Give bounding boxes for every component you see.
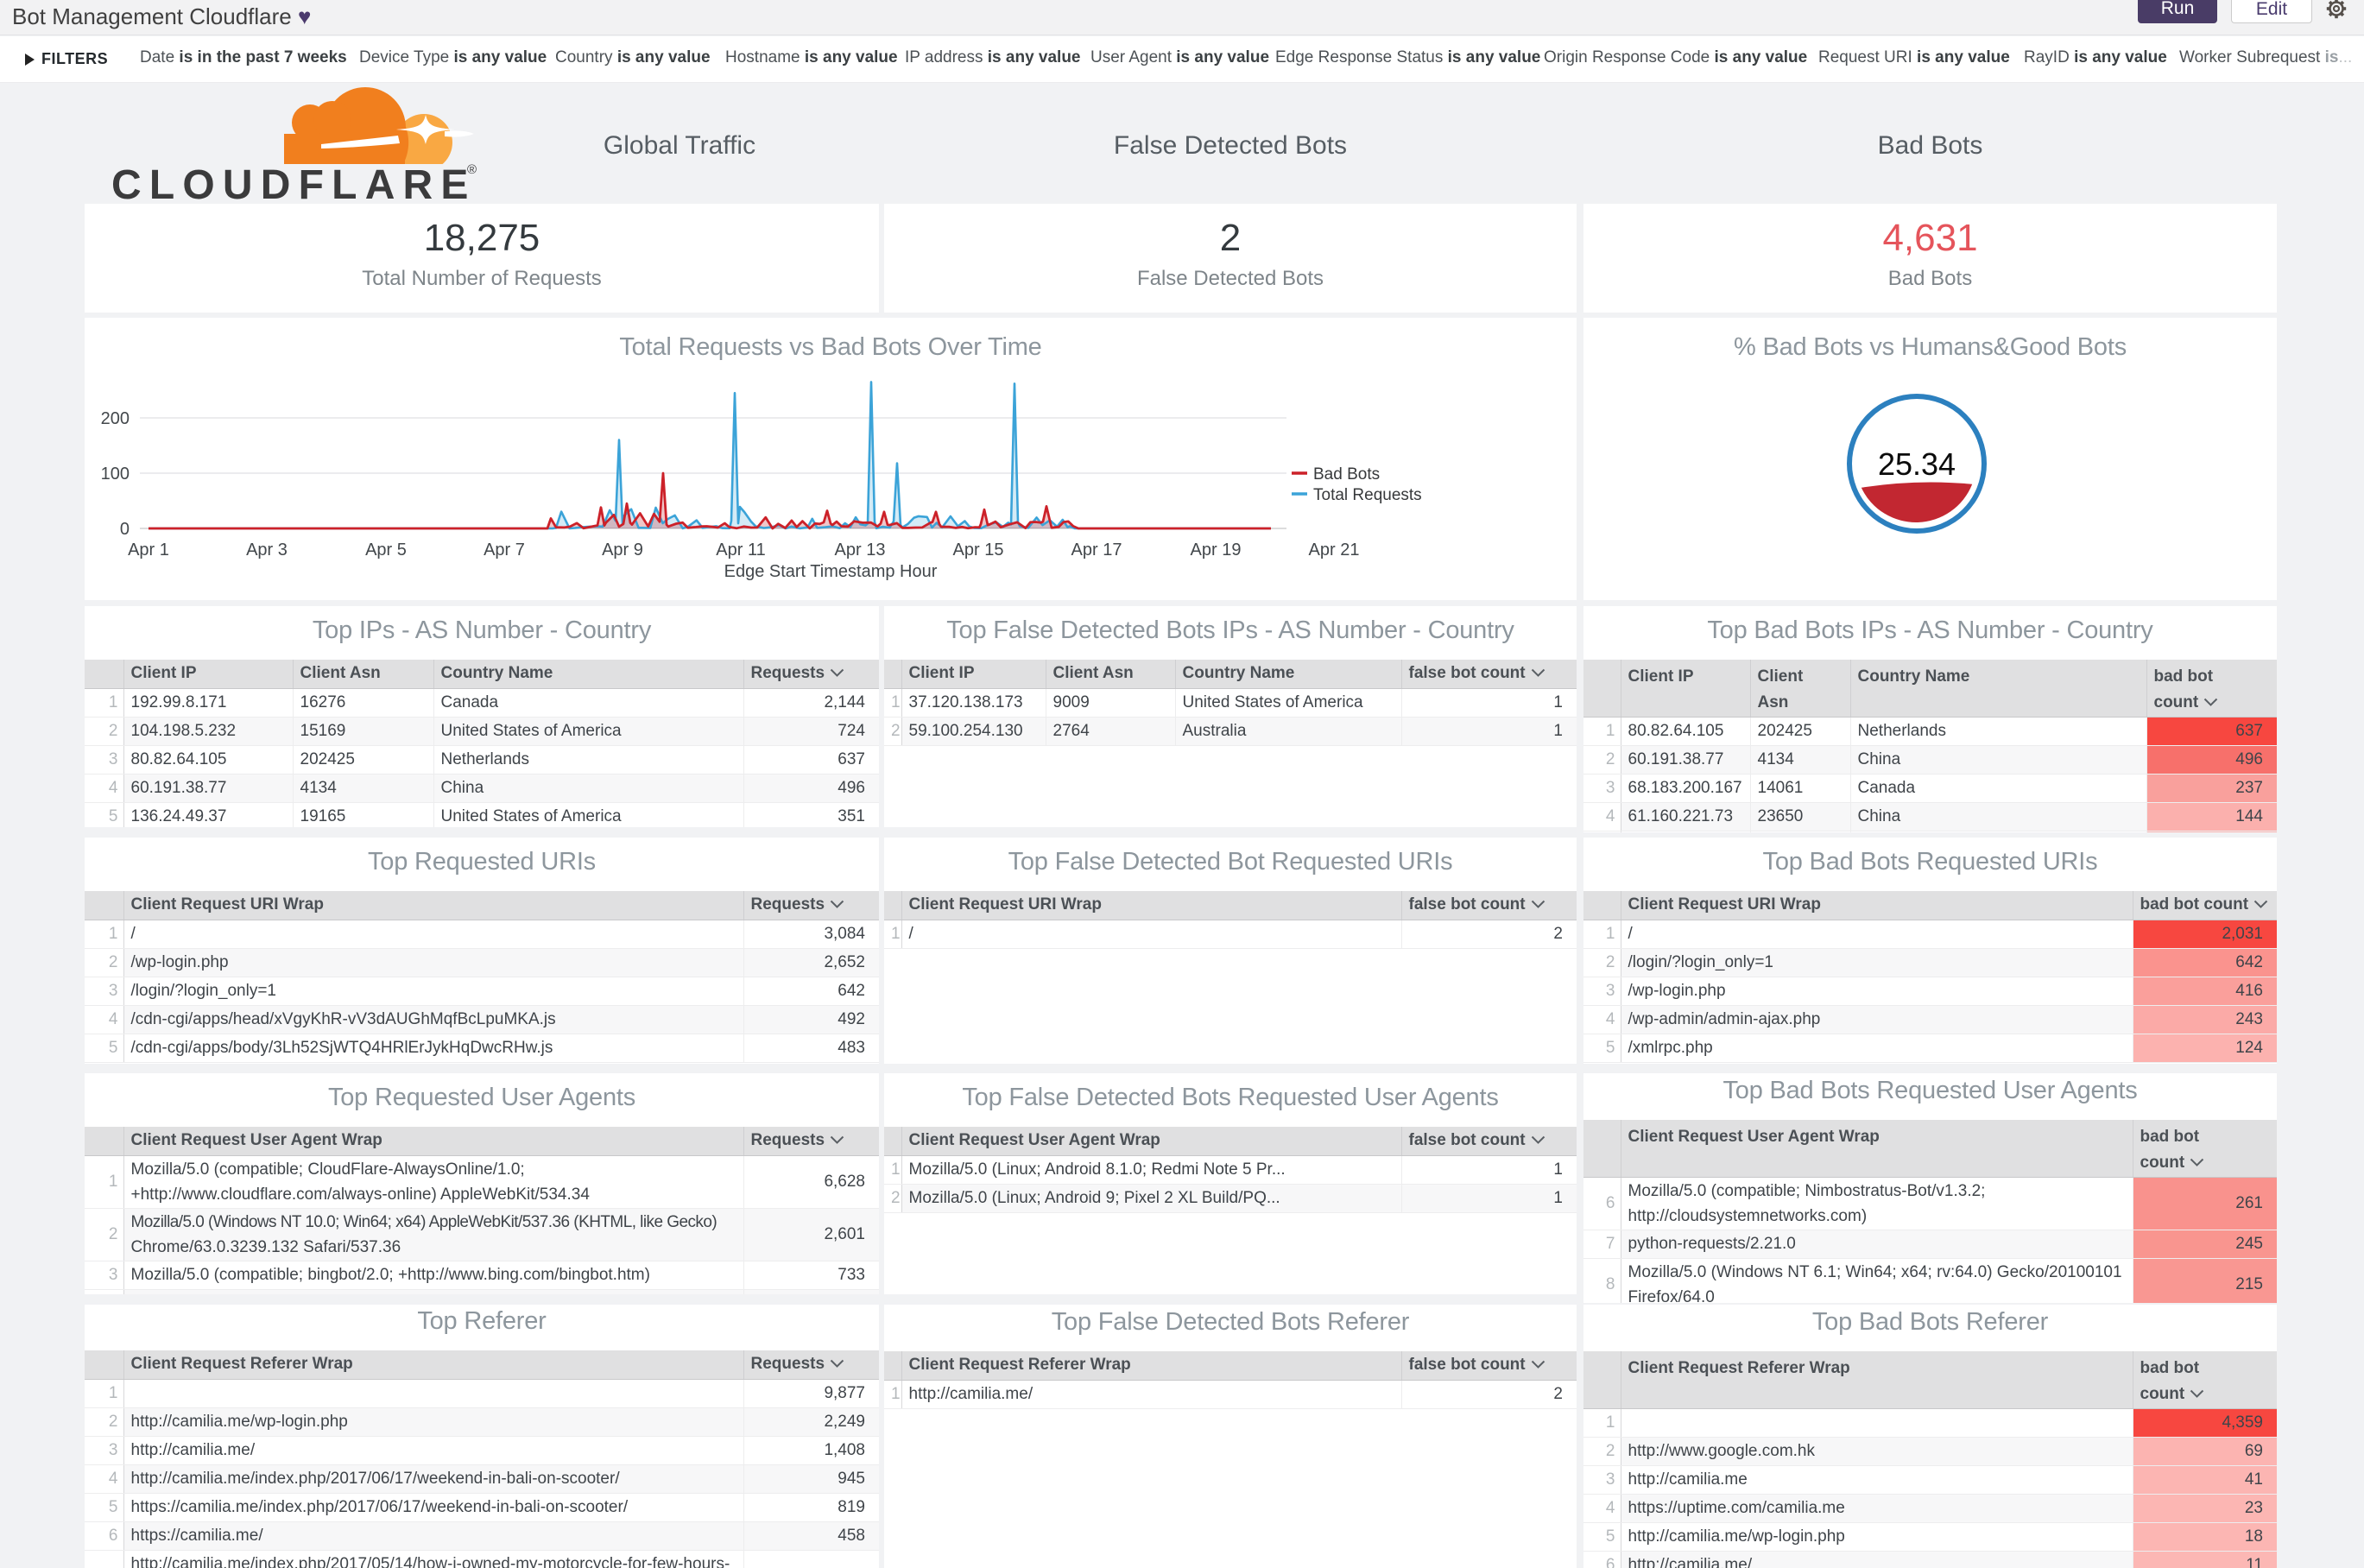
- svg-text:100: 100: [101, 465, 130, 484]
- svg-text:Bad Bots: Bad Bots: [1313, 465, 1380, 484]
- svg-text:200: 200: [101, 409, 130, 428]
- svg-text:Apr 3: Apr 3: [246, 541, 288, 560]
- svg-text:Apr 9: Apr 9: [602, 541, 643, 560]
- svg-text:Apr 11: Apr 11: [716, 541, 765, 560]
- svg-text:Apr 5: Apr 5: [365, 541, 407, 560]
- svg-text:Apr 1: Apr 1: [128, 541, 169, 560]
- svg-text:0: 0: [120, 520, 130, 539]
- svg-text:Apr 19: Apr 19: [1191, 541, 1242, 560]
- svg-text:Apr 7: Apr 7: [484, 541, 525, 560]
- svg-text:Total Requests: Total Requests: [1313, 486, 1422, 504]
- svg-text:Apr 21: Apr 21: [1309, 541, 1360, 560]
- svg-text:CLOUDFLARE: CLOUDFLARE: [111, 162, 477, 207]
- svg-text:®: ®: [467, 162, 477, 177]
- svg-text:25.34: 25.34: [1878, 446, 1956, 482]
- svg-text:Apr 15: Apr 15: [953, 541, 1004, 560]
- svg-text:Edge Start Timestamp Hour: Edge Start Timestamp Hour: [724, 562, 938, 581]
- svg-text:Apr 17: Apr 17: [1071, 541, 1122, 560]
- svg-text:Apr 13: Apr 13: [835, 541, 886, 560]
